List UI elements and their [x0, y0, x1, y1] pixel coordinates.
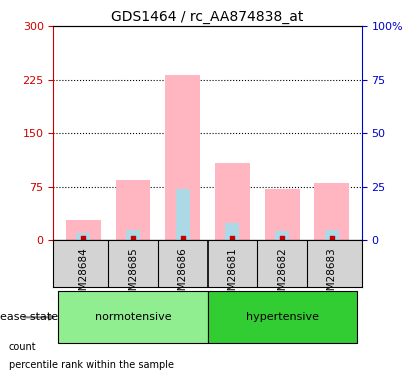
Text: count: count [9, 342, 36, 352]
Bar [325, 230, 339, 240]
Text: GSM28682: GSM28682 [277, 248, 287, 304]
Bar [275, 231, 289, 240]
Text: GSM28685: GSM28685 [128, 248, 138, 304]
Text: disease state: disease state [0, 312, 58, 322]
Bar [0, 360, 4, 371]
Point [229, 235, 236, 241]
Bar [0, 343, 4, 353]
Bar [215, 163, 250, 240]
Text: hypertensive: hypertensive [246, 312, 319, 322]
FancyBboxPatch shape [58, 291, 208, 344]
Text: percentile rank within the sample: percentile rank within the sample [9, 360, 174, 370]
Text: GSM28684: GSM28684 [78, 248, 88, 304]
FancyBboxPatch shape [208, 291, 357, 344]
Bar [76, 233, 90, 240]
Text: GSM28683: GSM28683 [327, 248, 337, 304]
Title: GDS1464 / rc_AA874838_at: GDS1464 / rc_AA874838_at [111, 10, 304, 24]
Bar [126, 230, 140, 240]
Point [80, 235, 87, 241]
Bar [314, 183, 349, 240]
Bar [66, 220, 101, 240]
Text: GSM28681: GSM28681 [227, 248, 238, 304]
Point [279, 235, 285, 241]
Point [130, 235, 136, 241]
Point [180, 235, 186, 241]
Bar [115, 180, 150, 240]
Bar [226, 222, 239, 240]
Bar [165, 75, 200, 240]
Point [328, 235, 335, 241]
Text: normotensive: normotensive [95, 312, 171, 322]
Bar [176, 189, 189, 240]
Bar [265, 189, 300, 240]
Text: GSM28686: GSM28686 [178, 248, 188, 304]
